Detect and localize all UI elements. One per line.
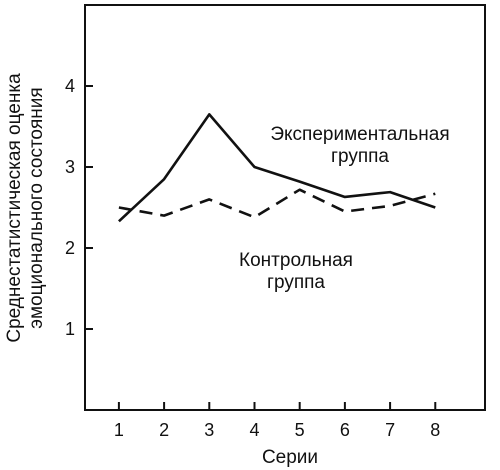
y-axis-label-line-1: Среднестатистическая оценка <box>4 73 25 343</box>
y-tick-label-1: 1 <box>65 319 75 339</box>
x-tick-label-5: 5 <box>295 420 305 440</box>
series-line-experimental <box>118 113 436 223</box>
series-label-control-line-2: группа <box>267 272 325 293</box>
y-axis-label: Среднестатистическая оценка эмоционально… <box>4 73 47 343</box>
y-tick-marks: 1 2 3 4 <box>65 76 93 339</box>
y-tick-label-4: 4 <box>65 76 75 96</box>
y-axis-label-line-2: эмоционального состояния <box>26 87 47 328</box>
x-tick-label-2: 2 <box>159 420 169 440</box>
series-label-experimental-line-2: группа <box>331 146 389 167</box>
x-axis-label: Серии <box>262 447 318 468</box>
x-tick-marks: 1 2 3 4 5 6 7 8 <box>114 402 440 440</box>
x-tick-label-4: 4 <box>249 420 259 440</box>
y-tick-label-2: 2 <box>65 238 75 258</box>
series-line-control <box>118 188 436 219</box>
series-label-control: Контрольная группа <box>239 250 353 293</box>
x-tick-label-8: 8 <box>430 420 440 440</box>
series-label-experimental: Экспериментальная группа <box>270 124 449 167</box>
x-tick-label-6: 6 <box>340 420 350 440</box>
series-label-control-line-1: Контрольная <box>239 250 353 271</box>
y-tick-label-3: 3 <box>65 157 75 177</box>
x-tick-label-7: 7 <box>385 420 395 440</box>
series-lines <box>118 113 436 223</box>
x-tick-label-1: 1 <box>114 420 124 440</box>
series-label-experimental-line-1: Экспериментальная <box>270 124 449 145</box>
x-tick-label-3: 3 <box>204 420 214 440</box>
plot-frame <box>84 4 486 411</box>
